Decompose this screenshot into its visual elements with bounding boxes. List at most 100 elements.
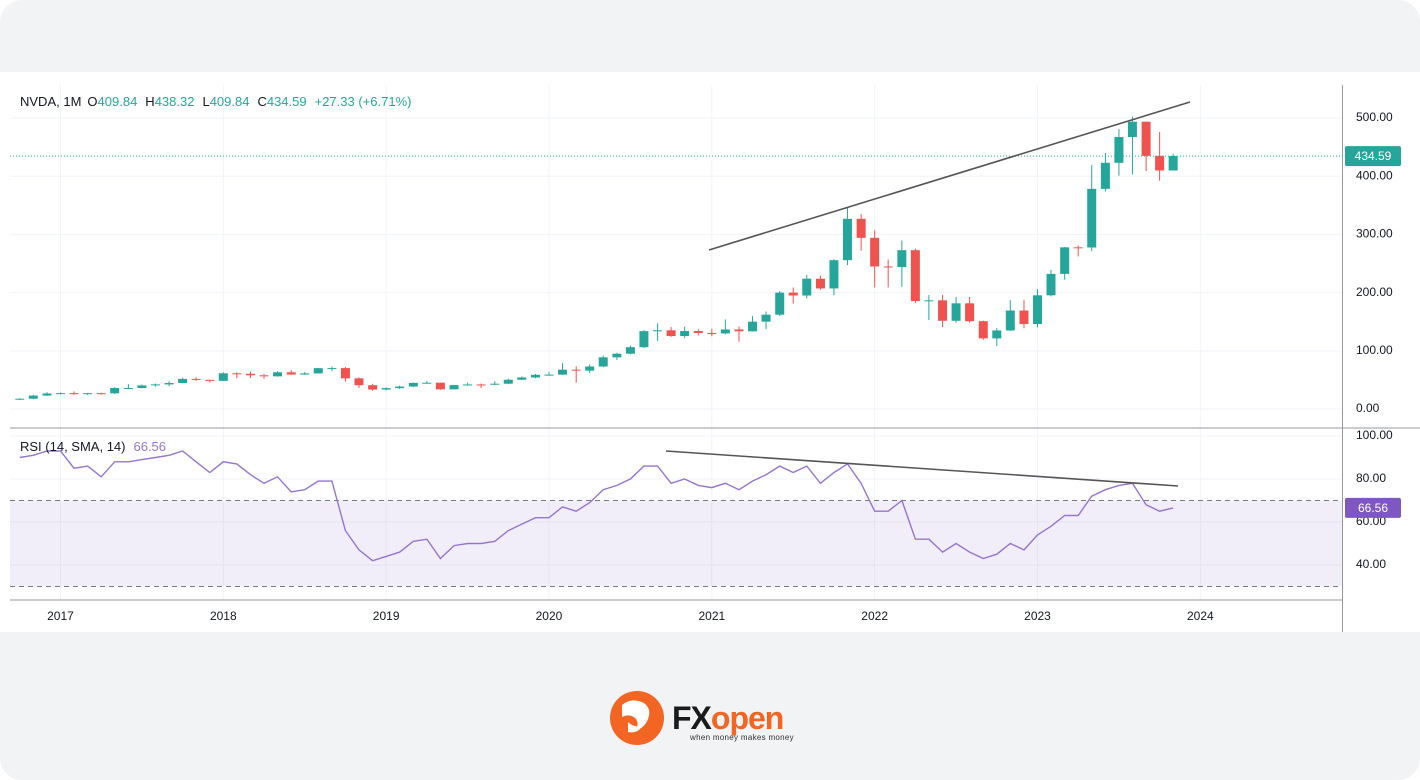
rsi-title: RSI (14, SMA, 14) [20,439,126,454]
candle-body [815,278,825,289]
candle-body [313,368,323,374]
candle-body [490,383,500,385]
x-tick-label: 2022 [861,609,888,623]
candle-body [788,292,798,296]
candle-body [395,386,405,389]
x-tick-label: 2021 [698,609,725,623]
change: +27.33 (+6.71%) [314,94,412,109]
price-badge [1345,146,1401,167]
candle-body [476,384,486,386]
rsi-badge-label: 66.56 [1358,501,1388,515]
candle-body [883,266,893,268]
y-tick-label: 300.00 [1356,227,1393,241]
candle-body [693,331,703,334]
candle-body [164,383,174,385]
candle-body [42,393,52,396]
candle-body [775,292,785,315]
candle-body [259,375,269,377]
candle-body [449,385,459,390]
candle-body [938,300,948,321]
candle-body [734,329,744,332]
candle-body [286,372,296,375]
candle-body [598,357,608,367]
y-tick-label: 0.00 [1356,401,1380,415]
rsi-tick-label: 80.00 [1356,471,1386,485]
candle-body [300,373,310,375]
ohlc-prefix: C [257,94,267,109]
y-tick-label: 400.00 [1356,168,1393,182]
rsi-tick-label: 100.00 [1356,428,1393,442]
candle-body [205,379,215,381]
candle-body [1127,121,1137,138]
candle-body [150,384,160,386]
rsi-line [19,450,1174,562]
open-value: 409.84 [97,94,138,109]
brand: FXopen [672,700,784,737]
candle-body [1141,121,1151,156]
candle-body [435,382,445,390]
candle-body [1073,247,1083,249]
candle-body [354,378,364,386]
candle-body [680,331,690,337]
candle-body [408,382,418,387]
candle-body [653,330,663,332]
rsi-legend: RSI (14, SMA, 14) 66.56 [20,439,166,454]
candle-body [178,378,188,384]
x-tick-label: 2019 [373,609,400,623]
candle-body [1168,156,1178,171]
candle-body [707,333,717,335]
y-tick-label: 100.00 [1356,343,1393,357]
candle-body [123,388,133,390]
candle-body [340,368,350,379]
candle-body [992,330,1002,339]
candle-body [137,385,147,389]
candle-body [1032,295,1042,324]
rsi-value: 66.56 [133,439,167,454]
candle-body [870,237,880,267]
candle-body [69,393,79,395]
candle-body [910,250,920,302]
chart-background [0,72,1420,632]
candle-body [748,321,758,332]
candle-body [96,393,106,395]
candle-body [463,384,473,386]
candle-body [612,353,622,358]
trend-line [665,450,1179,487]
low-value: 409.84 [209,94,250,109]
candle-body [28,395,38,399]
candle-body [368,385,378,390]
brand-tagline: when money makes money [690,733,794,742]
price-badge-label: 434.59 [1355,149,1392,163]
x-tick-label: 2017 [47,609,74,623]
candle-body [625,347,635,354]
candle-body [978,321,988,339]
ohlc-prefix: L [202,94,210,109]
candle-body [1087,188,1097,248]
candle-body [897,250,907,268]
candle-body [15,398,25,400]
candle-body [327,368,337,370]
x-tick-label: 2024 [1187,609,1214,623]
candle-body [666,330,676,337]
candle-body [571,369,581,371]
candle-body [110,388,120,394]
rsi-tick-label: 40.00 [1356,557,1386,571]
logo-lion [622,700,650,733]
candle-body [558,369,568,375]
candle-body [761,314,771,322]
x-tick-label: 2020 [536,609,563,623]
candle-body [856,218,866,238]
candle-body [83,393,93,395]
candle-body [246,373,256,376]
candle-body [1046,273,1056,296]
ohlc-prefix: O [87,94,98,109]
candle-body [381,388,391,390]
candle-body [55,393,65,395]
candle-body [544,374,554,376]
high-value: 438.32 [154,94,195,109]
candle-body [951,303,961,321]
candle-body [273,372,283,377]
candle-body [218,373,228,381]
candle-body [802,278,812,296]
trend-line [708,101,1191,251]
